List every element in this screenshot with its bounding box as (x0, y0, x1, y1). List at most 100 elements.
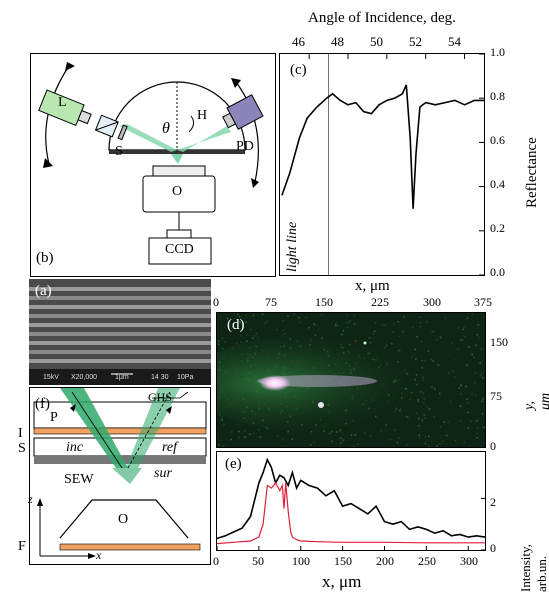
noise-speck (276, 328, 278, 331)
label-filter: F (18, 539, 26, 554)
noise-speck (432, 330, 435, 333)
noise-speck (217, 343, 220, 345)
noise-speck (346, 326, 349, 329)
noise-speck (481, 413, 484, 415)
noise-speck (244, 430, 246, 432)
noise-speck (454, 440, 457, 442)
noise-speck (337, 325, 340, 327)
sem-magnification: X20,000 (71, 374, 98, 381)
noise-speck (457, 348, 459, 350)
noise-speck (380, 429, 382, 432)
top-tick: 46 (292, 34, 305, 49)
noise-speck (479, 374, 482, 377)
noise-speck (419, 321, 422, 324)
label-surface: sur (154, 466, 172, 481)
noise-speck (293, 313, 295, 315)
noise-speck (474, 372, 476, 374)
noise-speck (353, 445, 355, 447)
noise-speck (466, 364, 468, 366)
label-z-axis: z (28, 492, 33, 506)
noise-speck (393, 323, 395, 325)
noise-speck (392, 331, 394, 333)
panel-c-reflectance: (c) light line (279, 53, 485, 276)
noise-speck (264, 322, 266, 324)
noise-speck (342, 440, 344, 442)
x-tick: 50 (252, 554, 264, 568)
panel-e-ylabel: Intensity, arb.un. (518, 544, 549, 592)
noise-speck (421, 419, 424, 422)
label-immersion: I (18, 426, 23, 441)
noise-speck (402, 330, 404, 333)
noise-speck (381, 324, 384, 326)
noise-speck (478, 336, 480, 339)
noise-speck (353, 314, 356, 317)
noise-speck (481, 377, 484, 379)
noise-speck (246, 340, 248, 342)
noise-speck (261, 313, 264, 315)
noise-speck (250, 328, 252, 331)
noise-speck (276, 435, 279, 437)
noise-speck (433, 415, 435, 418)
y-tick: 0 (490, 541, 496, 555)
noise-speck (314, 324, 317, 326)
noise-speck (374, 322, 377, 324)
noise-speck (252, 314, 255, 317)
panel-e-intensity: (e) (216, 451, 486, 551)
noise-speck (466, 402, 469, 404)
noise-speck (471, 313, 474, 315)
panel-e-y-ticks: 2 0 (490, 495, 520, 555)
noise-speck (431, 331, 433, 333)
panel-e-xlabel: x, μm (322, 572, 362, 591)
y-tick: 0.0 (490, 265, 505, 279)
sem-layer (29, 305, 211, 309)
panel-c-top-ticks: 46 48 50 52 54 (279, 34, 485, 50)
noise-speck (339, 442, 342, 445)
noise-speck (238, 437, 240, 439)
top-tick: 225 (371, 295, 389, 309)
noise-speck (252, 432, 255, 435)
noise-speck (364, 432, 366, 434)
noise-speck (467, 427, 470, 429)
sem-layer (29, 323, 211, 327)
y-tick: 150 (490, 335, 508, 349)
prism-diagram (33, 388, 207, 559)
noise-speck (342, 329, 345, 332)
panel-c-xlabel: x, μm (355, 278, 390, 294)
noise-speck (473, 356, 475, 358)
sem-layer (29, 314, 211, 318)
noise-speck (298, 317, 300, 319)
label-substrate: S (18, 441, 26, 456)
sem-voltage: 15kV (43, 374, 59, 381)
x-tick: 250 (418, 554, 436, 568)
noise-speck (221, 419, 223, 422)
noise-speck (455, 359, 457, 361)
panel-e-label: (e) (225, 456, 242, 472)
noise-speck (287, 430, 289, 433)
noise-speck (439, 426, 442, 428)
immersion-layer (33, 427, 207, 435)
noise-speck (258, 429, 260, 431)
noise-speck (398, 335, 400, 338)
label-sew: SEW (64, 472, 94, 487)
top-tick: 54 (448, 34, 461, 49)
top-tick: 375 (474, 295, 492, 309)
label-theta: θ (162, 120, 170, 137)
noise-speck (230, 431, 233, 433)
label-ghs: GHS (148, 390, 173, 404)
noise-speck (328, 432, 331, 435)
noise-speck (444, 317, 447, 319)
sem-footer: 15kV X20,000 1μm 14 30 10Pa (29, 374, 211, 385)
noise-speck (474, 381, 476, 384)
noise-speck (313, 323, 315, 325)
top-tick: 75 (265, 295, 277, 309)
noise-speck (221, 337, 224, 339)
noise-speck (474, 394, 477, 397)
panel-d-top-ticks: 0 75 150 225 300 375 (213, 295, 492, 311)
sem-layer (29, 332, 211, 336)
noise-speck (463, 326, 465, 328)
noise-speck (463, 441, 465, 443)
noise-speck (394, 429, 396, 431)
noise-speck (475, 344, 477, 346)
noise-speck (335, 325, 337, 327)
label-objective: O (118, 512, 129, 527)
